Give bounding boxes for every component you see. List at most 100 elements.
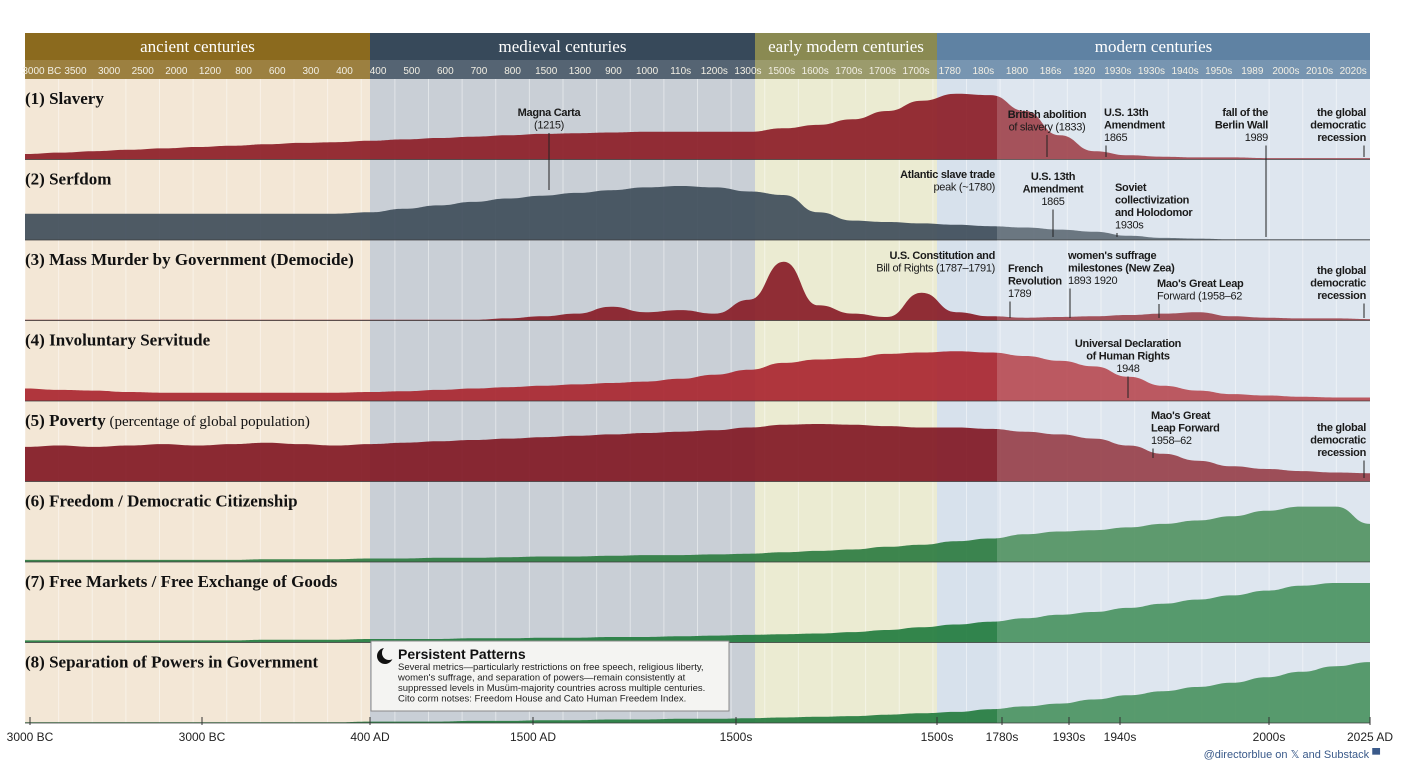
tick-label: 1700s [869, 66, 896, 77]
annotation-text: 1865 [1104, 132, 1127, 144]
bottom-axis-label: 2000s [1253, 730, 1286, 744]
annotation-text: the global [1317, 422, 1366, 434]
tick-label: 600 [269, 66, 286, 77]
annotation-text: Mao's Great [1151, 410, 1211, 422]
annotation-text: U.S. 13th [1104, 107, 1149, 119]
annotation-text: Berlin Wall [1215, 120, 1268, 132]
annotation-text: 1789 [1008, 288, 1031, 300]
annotation-text: Universal Declaration [1075, 338, 1182, 350]
tick-label: 180s [972, 66, 994, 77]
annotation-text: U.S. 13th [1031, 171, 1076, 183]
annotation-text: milestones (New Zea) [1068, 263, 1175, 275]
tick-label: 1300 [569, 66, 592, 77]
tick-label: 700 [471, 66, 488, 77]
era-header-bar [937, 33, 1370, 60]
tick-label: 2010s [1306, 66, 1333, 77]
modern-fade [997, 481, 1370, 562]
annotation-text: of slavery (1833) [1009, 122, 1086, 134]
tick-label: 1940s [1171, 66, 1198, 77]
annotation-text: recession [1317, 132, 1366, 144]
modern-fade [997, 240, 1370, 321]
series-area [25, 186, 1370, 240]
series-title: (8) Separation of Powers in Government [25, 653, 319, 672]
series-rows: (1) Slavery (2) Serfdom (3) Mass Murder by… [25, 79, 1370, 724]
tick-label: 3500 [64, 66, 87, 77]
tick-label: 186s [1040, 66, 1062, 77]
bottom-axis: 3000 BC 3000 BC 400 AD 1500 AD 1500s 1500s 178… [7, 717, 1393, 744]
bottom-axis-label: 1500s [720, 730, 753, 744]
annotation-text: 1865 [1041, 196, 1064, 208]
tick-label: 1930s [1138, 66, 1165, 77]
tick-label: 1500 [535, 66, 558, 77]
series-title: (1) Slavery [25, 89, 104, 108]
annotation-text: Amendment [1023, 184, 1084, 196]
annotation-text: 1958–62 [1151, 435, 1192, 447]
bottom-axis-label: 3000 BC [7, 730, 54, 744]
era-header-bar [25, 33, 370, 60]
note-line: Several metrics—particularly restriction… [398, 662, 704, 673]
era-tick-bar [370, 60, 755, 79]
annotation-text: Atlantic slave trade [900, 169, 995, 181]
era-tick-bar [937, 60, 1370, 79]
tick-label: 1930s [1104, 66, 1131, 77]
era-label: modern centuries [1095, 37, 1213, 56]
annotation-text: of Human Rights [1086, 351, 1170, 363]
tick-label: 1300s [734, 66, 761, 77]
era-label: ancient centuries [140, 37, 255, 56]
tick-label: 1500s [768, 66, 795, 77]
annotation-text: women's suffrage [1067, 250, 1156, 262]
annotation-text: British abolition [1008, 109, 1087, 121]
annotation-text: 1948 [1116, 363, 1139, 375]
bottom-axis-label: 400 AD [350, 730, 390, 744]
annotation-text: Soviet [1115, 182, 1147, 194]
tick-label: 1700s [902, 66, 929, 77]
annotation-text: Forward (1958–62 [1157, 291, 1242, 303]
tick-label: 1800 [1006, 66, 1029, 77]
credit-text: @directorblue on 𝕏 and Substack ▀ [1204, 747, 1381, 761]
tick-label: 1920 [1073, 66, 1096, 77]
tick-label: 1000 [636, 66, 659, 77]
bottom-axis-label: 1500 AD [510, 730, 556, 744]
annotation-text: French [1008, 263, 1043, 275]
modern-fade [997, 320, 1370, 401]
tick-label: 1950s [1205, 66, 1232, 77]
annotation-text: recession [1317, 447, 1366, 459]
annotation-text: (1215) [534, 120, 564, 132]
series-subtitle: (percentage of global population) [106, 414, 310, 430]
era-header-bar [370, 33, 755, 60]
tick-label: 800 [235, 66, 252, 77]
annotation-text: the global [1317, 107, 1366, 119]
annotation-text: 1930s [1115, 220, 1144, 232]
bottom-axis-label: 1940s [1104, 730, 1137, 744]
bottom-axis-label: 1780s [986, 730, 1019, 744]
annotation-text: democratic [1310, 120, 1366, 132]
era-label: medieval centuries [499, 37, 627, 56]
note-title: Persistent Patterns [398, 646, 526, 662]
annotation-text: fall of the [1222, 107, 1268, 119]
series-area [25, 424, 1370, 482]
tick-label: 900 [605, 66, 622, 77]
series-title: (7) Free Markets / Free Exchange of Good… [25, 572, 338, 591]
era-header: ancient centuries medieval centuries early… [25, 33, 1370, 79]
note-line: women's suffrage, and separation of powe… [397, 673, 686, 684]
note-line: Cito corm notses: Freedom House and Cato… [398, 694, 686, 705]
series-title: (2) Serfdom [25, 170, 111, 189]
series-area [25, 662, 1370, 723]
annotation-text: Bill of Rights (1787–1791) [876, 263, 995, 275]
tick-label: 400 [336, 66, 353, 77]
annotation-text: Leap Forward [1151, 423, 1220, 435]
series-title: (6) Freedom / Democratic Citizenship [25, 492, 298, 511]
tick-label: 1700s [835, 66, 862, 77]
modern-fade [997, 79, 1370, 160]
tick-label: 800 [504, 66, 521, 77]
series-area [25, 93, 1370, 160]
era-label: early modern centuries [768, 37, 924, 56]
tick-label: 1780 [939, 66, 962, 77]
annotation-text: Amendment [1104, 120, 1165, 132]
series-area [25, 351, 1370, 401]
tick-label: 2000 [165, 66, 188, 77]
tick-label: 400 [370, 66, 387, 77]
annotation-text: Magna Carta [518, 107, 582, 119]
tick-label: 500 [403, 66, 420, 77]
